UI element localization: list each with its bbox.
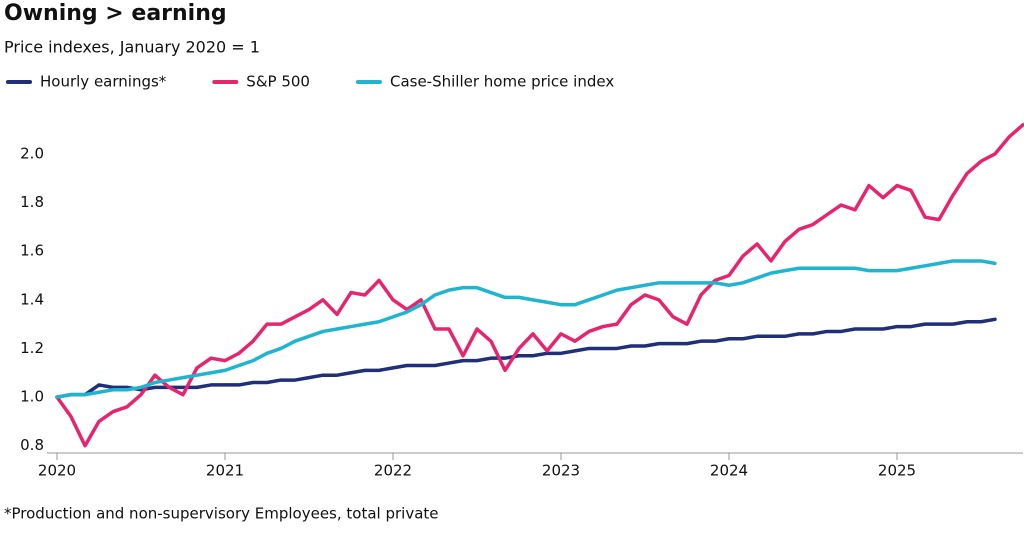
series-line	[55, 317, 997, 399]
x-tick-label: 2025	[878, 462, 916, 480]
chart-subtitle: Price indexes, January 2020 = 1	[4, 38, 260, 57]
x-tick-label: 2022	[374, 462, 412, 480]
legend-label: Hourly earnings*	[40, 73, 167, 91]
y-tick-label: 1.0	[20, 388, 44, 406]
legend-label: S&P 500	[246, 73, 310, 91]
chart-title: Owning > earning	[4, 1, 227, 26]
x-tick-label: 2020	[38, 462, 76, 480]
legend-label: Case-Shiller home price index	[390, 73, 614, 91]
series-line	[55, 123, 1024, 448]
y-tick-label: 1.8	[20, 193, 44, 211]
y-tick-label: 1.6	[20, 242, 44, 260]
y-tick-label: 0.8	[20, 436, 44, 454]
footnote: *Production and non-supervisory Employee…	[4, 505, 439, 523]
x-tick-label: 2024	[710, 462, 748, 480]
y-tick-label: 1.4	[20, 290, 44, 308]
y-tick-label: 2.0	[20, 144, 44, 162]
x-tick-label: 2021	[206, 462, 244, 480]
series-line	[55, 259, 997, 399]
x-tick-label: 2023	[542, 462, 580, 480]
y-tick-label: 1.2	[20, 339, 44, 357]
